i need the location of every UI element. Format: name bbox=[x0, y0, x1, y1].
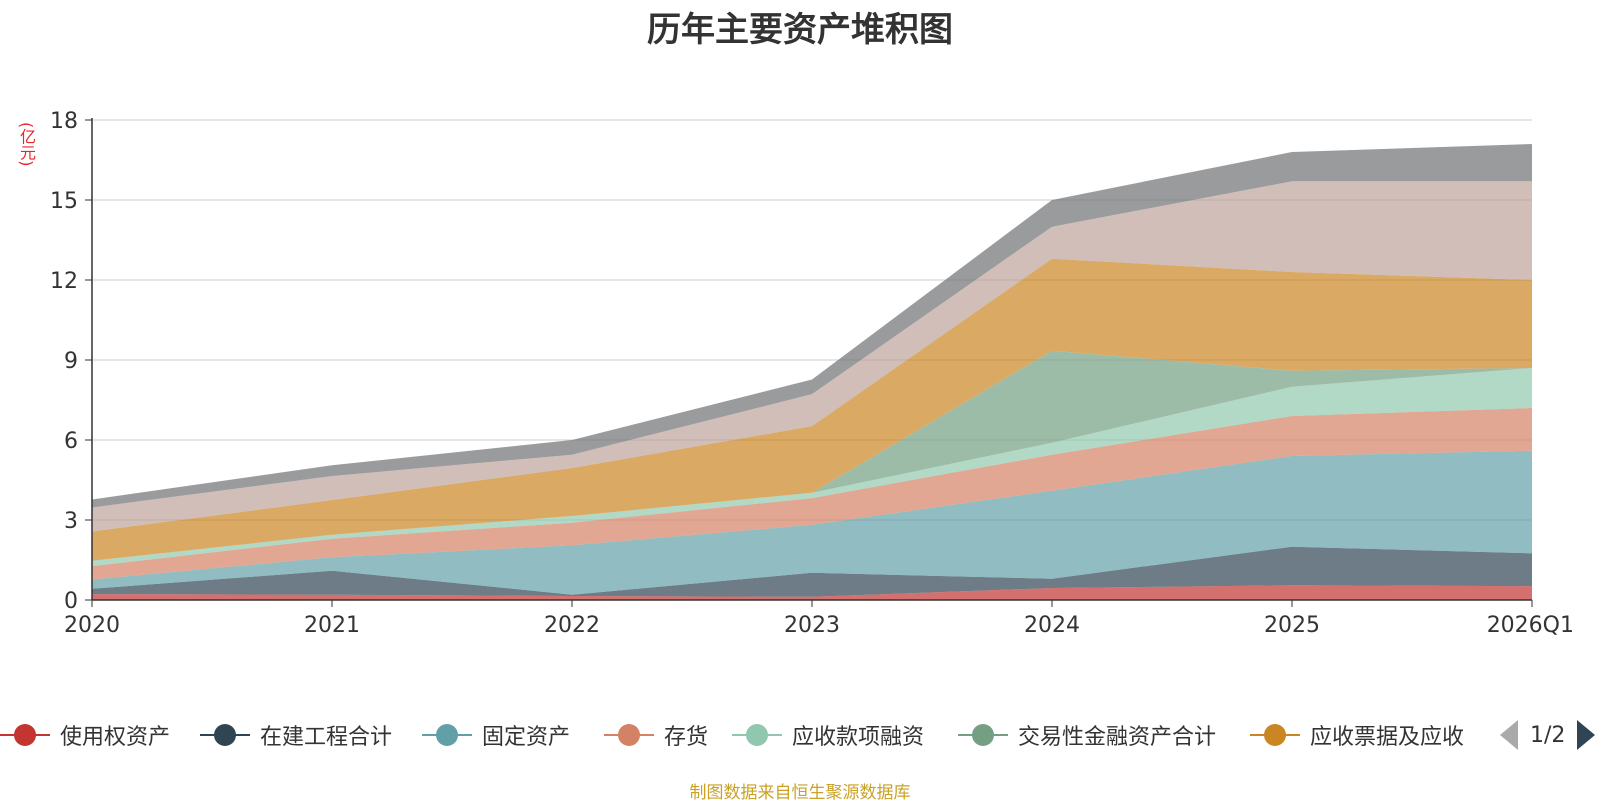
legend: 使用权资产 在建工程合计 固定资产 存货 应收款项融资 交易性金融资产合计 应收… bbox=[0, 718, 1600, 752]
legend-item[interactable]: 使用权资产 bbox=[0, 718, 170, 752]
x-tick-label: 2020 bbox=[64, 613, 120, 638]
legend-marker-icon bbox=[1250, 718, 1300, 752]
y-tick-label: 9 bbox=[64, 349, 78, 374]
area-series bbox=[92, 585, 1532, 600]
area-series bbox=[92, 546, 1532, 597]
legend-label: 固定资产 bbox=[482, 725, 571, 750]
legend-marker-icon bbox=[0, 718, 50, 752]
y-tick-label: 6 bbox=[64, 429, 78, 454]
data-source-note: 制图数据来自恒生聚源数据库 bbox=[689, 783, 911, 803]
legend-pager: 1/2 bbox=[1500, 718, 1596, 752]
area-series bbox=[92, 450, 1532, 595]
x-tick-label: 2026Q1 bbox=[1487, 613, 1574, 638]
legend-label: 交易性金融资产合计 bbox=[1018, 725, 1217, 750]
chart-title: 历年主要资产堆积图 bbox=[647, 10, 953, 50]
legend-label: 在建工程合计 bbox=[260, 725, 393, 750]
legend-marker-icon bbox=[200, 718, 250, 752]
legend-item[interactable]: 存货 bbox=[604, 718, 708, 752]
y-axis-unit-label: (亿元) bbox=[17, 122, 36, 167]
legend-item[interactable]: 在建工程合计 bbox=[200, 718, 392, 752]
legend-marker-icon bbox=[604, 718, 654, 752]
legend-label: 应收款项融资 bbox=[792, 725, 925, 750]
legend-item[interactable]: 固定资产 bbox=[422, 718, 570, 752]
area-series bbox=[92, 181, 1532, 532]
area-series bbox=[92, 408, 1532, 580]
legend-next-page-icon[interactable] bbox=[1577, 720, 1596, 750]
legend-item[interactable]: 交易性金融资产合计 bbox=[958, 718, 1216, 752]
x-tick-label: 2024 bbox=[1024, 613, 1080, 638]
x-tick-label: 2022 bbox=[544, 613, 600, 638]
area-series bbox=[92, 350, 1532, 561]
y-tick-label: 3 bbox=[64, 509, 78, 534]
legend-prev-page-icon[interactable] bbox=[1500, 720, 1518, 750]
legend-marker-icon bbox=[422, 718, 472, 752]
legend-page-indicator: 1/2 bbox=[1530, 722, 1566, 748]
area-series bbox=[92, 258, 1532, 561]
y-tick-label: 0 bbox=[64, 589, 78, 614]
area-series bbox=[92, 144, 1532, 508]
y-tick-label: 12 bbox=[50, 269, 78, 294]
x-tick-label: 2023 bbox=[784, 613, 840, 638]
y-tick-label: 18 bbox=[50, 109, 78, 134]
legend-label: 使用权资产 bbox=[60, 725, 171, 750]
x-tick-label: 2021 bbox=[304, 613, 360, 638]
legend-marker-icon bbox=[958, 718, 1008, 752]
legend-item[interactable]: 应收票据及应收 bbox=[1250, 718, 1464, 752]
legend-marker-icon bbox=[732, 718, 782, 752]
x-tick-label: 2025 bbox=[1264, 613, 1320, 638]
legend-label: 应收票据及应收 bbox=[1310, 725, 1465, 750]
legend-label: 存货 bbox=[664, 725, 709, 750]
y-tick-label: 15 bbox=[50, 189, 78, 214]
area-series bbox=[92, 368, 1532, 567]
legend-item[interactable]: 应收款项融资 bbox=[732, 718, 924, 752]
